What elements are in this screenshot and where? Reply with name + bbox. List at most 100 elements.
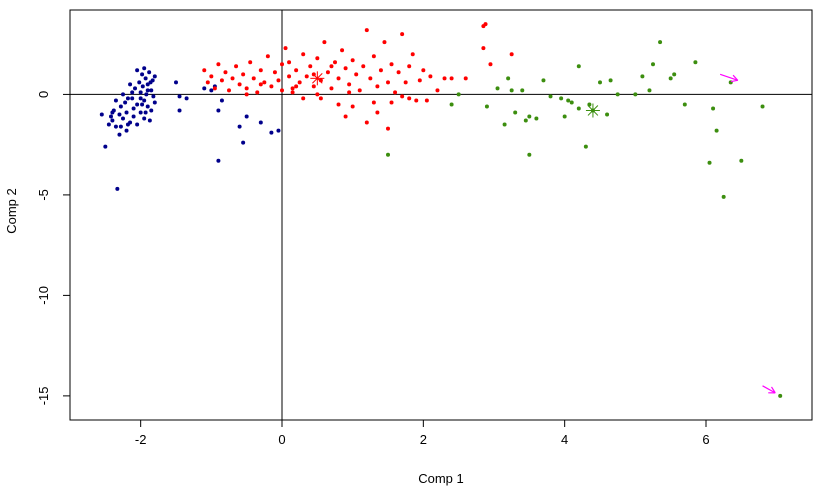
data-point <box>428 74 433 79</box>
data-point <box>130 96 135 101</box>
data-point <box>435 88 440 93</box>
data-point <box>125 122 130 127</box>
data-point <box>481 46 486 51</box>
data-point <box>147 70 152 75</box>
data-point <box>290 90 295 95</box>
data-point <box>301 52 306 57</box>
data-point <box>693 60 698 65</box>
data-point <box>255 90 260 95</box>
data-point <box>417 78 422 83</box>
data-point <box>343 114 348 119</box>
data-point <box>375 110 380 115</box>
data-point <box>407 96 412 101</box>
y-tick-label: -5 <box>36 189 51 201</box>
data-point <box>138 110 143 115</box>
data-point <box>304 74 309 79</box>
reference-lines <box>70 10 812 420</box>
data-point <box>569 100 574 105</box>
data-point <box>651 62 655 67</box>
data-point <box>184 96 189 101</box>
data-point <box>347 90 352 95</box>
data-point <box>403 80 408 85</box>
x-axis: -2 0 2 4 6 <box>135 420 710 447</box>
data-point <box>258 82 263 87</box>
data-point <box>340 48 345 53</box>
data-point <box>216 108 221 113</box>
data-point <box>110 118 115 123</box>
data-point <box>121 92 125 97</box>
data-point <box>534 116 539 121</box>
data-point <box>115 186 120 191</box>
data-point <box>269 84 274 89</box>
data-point <box>99 112 104 117</box>
data-point <box>108 114 113 119</box>
y-tick-label: -10 <box>36 286 51 305</box>
data-point <box>287 60 292 65</box>
data-point <box>227 88 231 93</box>
data-point <box>739 158 744 163</box>
data-point <box>118 124 123 129</box>
data-point <box>350 104 355 109</box>
data-point <box>216 62 221 67</box>
data-point <box>707 160 712 165</box>
data-point <box>287 74 292 79</box>
data-point <box>449 102 454 107</box>
data-point <box>124 110 129 115</box>
data-point <box>237 124 242 129</box>
data-point <box>442 76 447 81</box>
data-point <box>410 52 415 57</box>
data-point <box>583 144 588 149</box>
data-point <box>280 88 284 93</box>
data-point <box>123 100 128 105</box>
data-point <box>283 46 288 51</box>
data-point <box>209 88 214 93</box>
data-point <box>113 98 118 103</box>
data-point <box>212 86 217 91</box>
data-point <box>202 68 207 73</box>
data-point <box>386 152 390 157</box>
data-point <box>647 88 652 93</box>
data-point <box>152 100 157 105</box>
data-point <box>244 92 249 97</box>
data-point <box>576 64 581 69</box>
data-point <box>117 112 122 117</box>
data-point <box>177 108 182 113</box>
data-point <box>140 102 145 107</box>
data-point <box>336 76 341 81</box>
data-point <box>527 152 532 157</box>
data-point <box>237 82 242 87</box>
data-point <box>322 40 327 45</box>
data-point <box>608 78 613 83</box>
data-point <box>135 122 140 127</box>
data-point <box>297 80 302 85</box>
data-point <box>138 90 143 95</box>
data-point <box>143 76 148 81</box>
data-point <box>265 54 270 59</box>
data-point <box>276 78 281 83</box>
data-point <box>347 82 352 87</box>
data-point <box>506 76 511 81</box>
data-point <box>133 86 138 91</box>
data-point <box>325 70 330 75</box>
data-point <box>456 92 461 97</box>
data-point <box>488 62 493 67</box>
data-point <box>658 40 663 45</box>
data-point <box>152 74 157 79</box>
outlier-arrow <box>762 385 776 394</box>
data-point <box>714 128 719 133</box>
data-point <box>400 32 405 37</box>
data-point <box>371 100 376 105</box>
data-point <box>121 116 125 121</box>
data-point <box>598 80 602 85</box>
data-point <box>463 76 468 81</box>
data-point <box>135 68 140 73</box>
data-point <box>682 102 687 107</box>
data-point <box>137 80 142 85</box>
data-point <box>145 104 150 109</box>
data-point <box>633 92 638 97</box>
data-point <box>301 96 306 101</box>
data-point <box>354 72 359 77</box>
data-point <box>209 74 214 79</box>
data-point <box>672 72 677 77</box>
